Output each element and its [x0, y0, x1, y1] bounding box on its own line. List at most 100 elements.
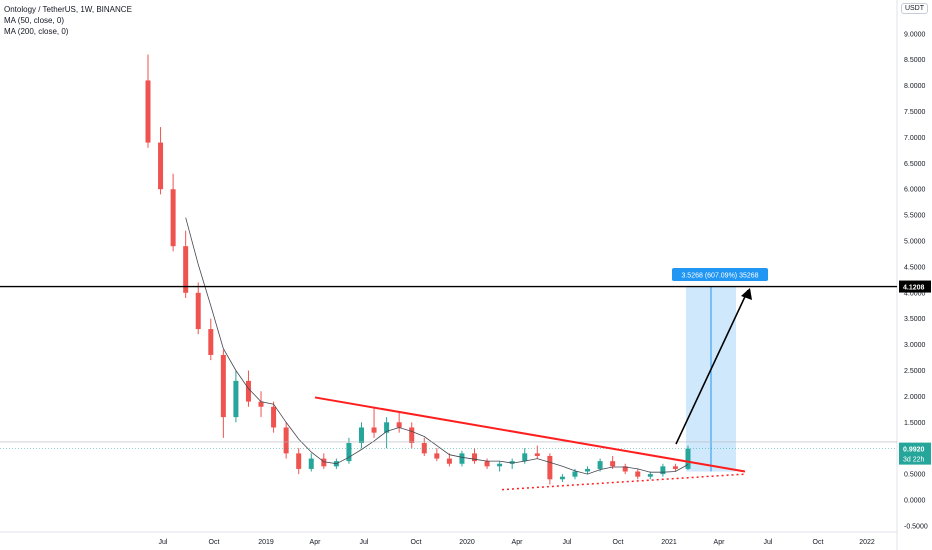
candle-body [534, 453, 540, 456]
current-price-label: 0.9920 [903, 447, 925, 454]
candle-body [195, 292, 201, 330]
candle-body [459, 453, 465, 464]
x-tick-label: Apr [310, 539, 322, 546]
x-tick-label: Jul [764, 539, 773, 546]
candle-body [635, 471, 641, 477]
y-tick-label: 2.0000 [904, 394, 926, 401]
x-tick-label: Jul [360, 539, 369, 546]
y-tick-label: 5.5000 [904, 213, 926, 220]
x-tick-label: 2022 [859, 539, 875, 546]
y-tick-label: 7.0000 [904, 135, 926, 142]
candle-body [509, 461, 515, 464]
x-tick-label: Oct [813, 539, 824, 546]
y-tick-label: 4.5000 [904, 264, 926, 271]
candle-body [245, 380, 251, 402]
candle-body [271, 406, 277, 428]
candle-body [346, 443, 352, 462]
candle-body [233, 380, 239, 418]
candle-body [597, 461, 603, 469]
candle-body [522, 453, 528, 462]
x-tick-label: Apr [512, 539, 524, 546]
candle-body [371, 427, 377, 433]
y-tick-label: 9.0000 [904, 31, 926, 38]
x-tick-label: Jul [563, 539, 572, 546]
x-tick-label: 2021 [661, 539, 677, 546]
candles-series [145, 54, 691, 485]
candle-body [384, 422, 390, 433]
candle-body [572, 471, 578, 477]
candle-body [610, 461, 616, 467]
resistance-price-tag [899, 280, 931, 293]
y-tick-label: 3.0000 [904, 342, 926, 349]
measure-label-box [672, 268, 768, 281]
y-tick-label: 0.0000 [904, 498, 926, 505]
candle-body [497, 463, 503, 467]
candle-body [434, 453, 440, 459]
y-tick-label: 6.0000 [904, 187, 926, 194]
descending-trendline[interactable] [314, 396, 746, 473]
candle-body [559, 476, 565, 480]
drawings-layer[interactable] [0, 285, 897, 491]
candle-body [145, 80, 151, 143]
y-tick-label: 0.5000 [904, 472, 926, 479]
ma-50-legend[interactable]: MA (50, close, 0) [4, 16, 65, 25]
y-axis[interactable]: 9.0000 8.5000 8.0000 7.5000 7.0000 6.5000 6.00… [904, 31, 928, 530]
current-price-tag [899, 442, 931, 465]
currency-button[interactable]: USDT [900, 3, 928, 14]
candle-body [446, 458, 452, 464]
x-tick-label: Oct [411, 539, 422, 546]
y-tick-label: 5.0000 [904, 239, 926, 246]
y-tick-label: 6.5000 [904, 161, 926, 168]
ma-line [185, 217, 689, 475]
candle-body [547, 455, 553, 480]
y-tick-label: 2.5000 [904, 368, 926, 375]
chart-legend[interactable]: Ontology / TetherUS, 1W, BINANCE MA (50,… [4, 4, 132, 37]
ascending-trendline[interactable] [501, 473, 746, 491]
candle-body [421, 443, 427, 454]
candle-body [685, 448, 691, 469]
x-tick-label: Apr [714, 539, 726, 546]
projection-arrow-head [741, 288, 752, 300]
y-tick-label: 8.0000 [904, 83, 926, 90]
projection-arrow-line[interactable] [675, 289, 749, 445]
y-tick-label: 4.0000 [904, 290, 926, 297]
candle-body [622, 466, 628, 472]
y-tick-label: -0.5000 [904, 523, 928, 530]
candle-body [585, 468, 591, 472]
candle-body [258, 401, 264, 407]
candle-body [183, 246, 189, 293]
candle-body [647, 474, 653, 477]
candle-body [208, 329, 214, 355]
x-tick-label: Jul [159, 539, 168, 546]
y-tick-label: 7.5000 [904, 109, 926, 116]
candle-body [283, 427, 289, 454]
measure-tool[interactable]: 3.5268 (607.09%) 35268 [672, 268, 768, 472]
candle-body [358, 427, 364, 444]
symbol-title[interactable]: Ontology / TetherUS, 1W, BINANCE [4, 5, 132, 14]
x-tick-label: 2020 [459, 539, 475, 546]
y-tick-label: 3.5000 [904, 316, 926, 323]
candle-body [170, 189, 176, 247]
x-tick-label: 2019 [258, 539, 274, 546]
candle-body [296, 453, 302, 469]
ma-200-legend[interactable]: MA (200, close, 0) [4, 27, 69, 36]
measure-label: 3.5268 (607.09%) 35268 [681, 273, 758, 280]
x-axis[interactable]: Jul Oct 2019 Apr Jul Oct 2020 Apr Jul Oct 2021 Apr J… [159, 539, 875, 546]
candle-body [672, 466, 678, 469]
x-tick-label: Oct [209, 539, 220, 546]
candle-body [484, 461, 490, 467]
price-labels: 4.1208 0.9920 3d 22h [899, 280, 931, 465]
candle-body [158, 142, 164, 190]
candle-body [220, 354, 226, 418]
y-tick-label: 1.5000 [904, 420, 926, 427]
candle-body [396, 422, 402, 428]
candle-body [409, 427, 415, 444]
candle-body [660, 466, 666, 475]
countdown-label: 3d 22h [903, 457, 925, 464]
resistance-price-label: 4.1208 [903, 285, 925, 292]
candle-body [308, 458, 314, 469]
x-tick-label: Oct [613, 539, 624, 546]
y-tick-label: 8.5000 [904, 57, 926, 64]
candle-body [472, 453, 478, 462]
